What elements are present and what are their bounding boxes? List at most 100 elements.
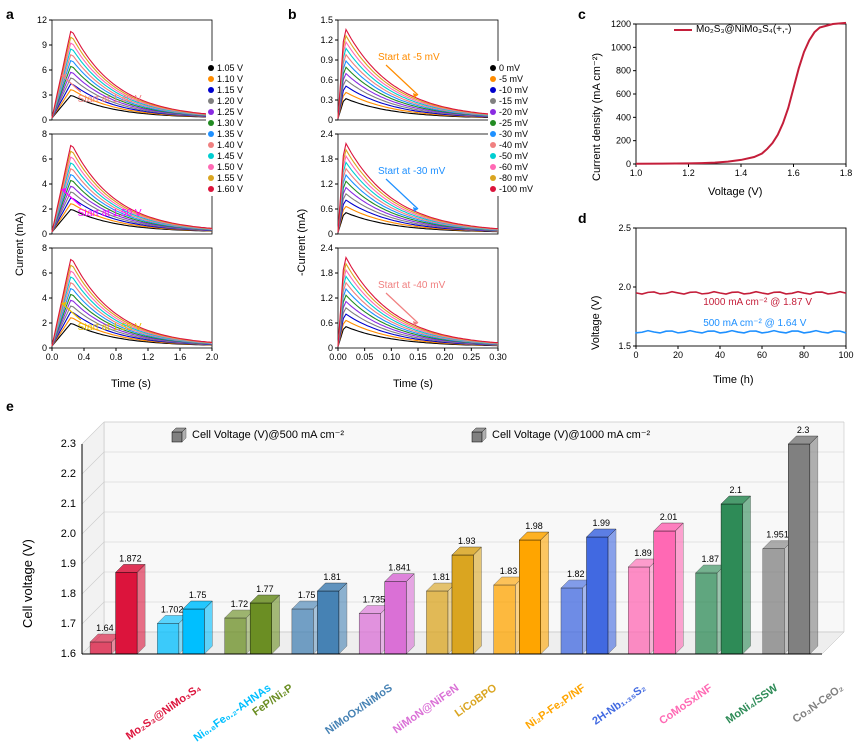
svg-text:0.8: 0.8	[110, 352, 123, 362]
svg-text:0.20: 0.20	[436, 352, 454, 362]
legend-item: -15 mV	[490, 96, 533, 106]
panel-c-svg: 1.01.21.41.61.8020040060080010001200	[614, 20, 854, 185]
svg-text:1.8: 1.8	[840, 168, 853, 178]
svg-text:2.5: 2.5	[618, 223, 631, 233]
panel-a-xlabel: Time (s)	[111, 378, 151, 390]
svg-text:2.0: 2.0	[61, 528, 76, 540]
panel-d: d Voltage (V) 0204060801001.52.02.51000 …	[578, 210, 856, 388]
svg-text:9: 9	[42, 40, 47, 50]
legend-dot-icon	[490, 153, 496, 159]
svg-text:1.87: 1.87	[702, 554, 720, 564]
svg-text:1.93: 1.93	[458, 536, 476, 546]
svg-text:Cell Voltage (V)@500 mA cm⁻²: Cell Voltage (V)@500 mA cm⁻²	[192, 429, 344, 441]
svg-text:1.841: 1.841	[388, 563, 411, 573]
svg-text:0.00: 0.00	[329, 352, 347, 362]
legend-dot-icon	[208, 120, 214, 126]
legend-label: -5 mV	[499, 74, 523, 84]
svg-text:0.25: 0.25	[463, 352, 481, 362]
legend-dot-icon	[490, 76, 496, 82]
legend-item: -50 mV	[490, 151, 533, 161]
legend-label: -20 mV	[499, 107, 528, 117]
svg-text:1000: 1000	[611, 42, 631, 52]
legend-dot-icon	[208, 164, 214, 170]
svg-text:2.3: 2.3	[61, 438, 76, 450]
legend-dot-icon	[208, 65, 214, 71]
svg-text:2.3: 2.3	[797, 425, 810, 435]
legend-label: 1.35 V	[217, 129, 243, 139]
svg-text:6: 6	[42, 268, 47, 278]
svg-text:0: 0	[42, 115, 47, 125]
legend-item: -30 mV	[490, 129, 533, 139]
material-label: 2H-Nb₁.₃₅S₂	[590, 682, 648, 728]
panel-b-label: b	[288, 6, 297, 22]
legend-label: 1.50 V	[217, 162, 243, 172]
svg-text:0.30: 0.30	[489, 352, 507, 362]
legend-item: 0 mV	[490, 63, 533, 73]
svg-text:1.9: 1.9	[61, 558, 76, 570]
svg-text:1.64: 1.64	[96, 623, 114, 633]
legend-item: 1.15 V	[208, 85, 243, 95]
legend-label: 1.20 V	[217, 96, 243, 106]
panel-b-legend: 0 mV-5 mV-10 mV-15 mV-20 mV-25 mV-30 mV-…	[488, 61, 535, 196]
panel-b: b -Current (mA) 00.30.60.91.21.5Start at…	[288, 6, 568, 386]
legend-dot-icon	[208, 142, 214, 148]
svg-text:0.6: 0.6	[320, 204, 333, 214]
panel-b-xlabel: Time (s)	[393, 378, 433, 390]
svg-text:1.2: 1.2	[320, 293, 333, 303]
svg-text:1.98: 1.98	[525, 521, 543, 531]
panel-e-svg: 1.61.71.81.92.02.12.22.3Cell Voltage (V)…	[44, 414, 854, 684]
svg-text:1.8: 1.8	[320, 154, 333, 164]
legend-line-icon	[674, 29, 692, 31]
legend-item: -20 mV	[490, 107, 533, 117]
svg-text:Start at 1.55 V: Start at 1.55 V	[78, 322, 142, 333]
legend-label: 1.25 V	[217, 107, 243, 117]
legend-label: 1.15 V	[217, 85, 243, 95]
legend-dot-icon	[208, 131, 214, 137]
svg-text:1.83: 1.83	[500, 566, 518, 576]
panel-c-legend-label: Mo₂S₃@NiMo₃S₄(+,-)	[696, 24, 791, 35]
legend-item: -100 mV	[490, 184, 533, 194]
svg-text:60: 60	[757, 350, 767, 360]
svg-text:2: 2	[42, 318, 47, 328]
svg-text:2.0: 2.0	[618, 282, 631, 292]
svg-text:0.9: 0.9	[320, 55, 333, 65]
svg-text:1.5: 1.5	[618, 341, 631, 351]
svg-text:12: 12	[37, 15, 47, 25]
panel-d-xlabel: Time (h)	[713, 374, 754, 386]
svg-text:1.735: 1.735	[363, 595, 386, 605]
svg-text:2.4: 2.4	[320, 243, 333, 253]
svg-text:0.05: 0.05	[356, 352, 374, 362]
svg-text:80: 80	[799, 350, 809, 360]
svg-text:0.10: 0.10	[383, 352, 401, 362]
svg-text:1.2: 1.2	[320, 35, 333, 45]
legend-item: 1.55 V	[208, 173, 243, 183]
legend-dot-icon	[490, 164, 496, 170]
svg-text:0: 0	[328, 229, 333, 239]
panel-e-label: e	[6, 398, 14, 414]
svg-text:1.8: 1.8	[320, 268, 333, 278]
svg-text:400: 400	[616, 112, 631, 122]
svg-text:1.2: 1.2	[142, 352, 155, 362]
panel-c-ylabel: Current density (mA cm⁻²)	[590, 53, 603, 181]
legend-item: 1.50 V	[208, 162, 243, 172]
svg-text:2.0: 2.0	[206, 352, 219, 362]
svg-text:4: 4	[42, 179, 47, 189]
svg-text:2.1: 2.1	[61, 498, 76, 510]
legend-label: 1.10 V	[217, 74, 243, 84]
legend-dot-icon	[208, 153, 214, 159]
panel-a-label: a	[6, 6, 14, 22]
legend-dot-icon	[208, 109, 214, 115]
legend-item: -60 mV	[490, 162, 533, 172]
legend-dot-icon	[208, 87, 214, 93]
legend-label: -25 mV	[499, 118, 528, 128]
legend-item: -5 mV	[490, 74, 533, 84]
legend-label: -50 mV	[499, 151, 528, 161]
svg-text:1.75: 1.75	[298, 590, 316, 600]
svg-text:500 mA cm⁻² @ 1.64 V: 500 mA cm⁻² @ 1.64 V	[703, 318, 807, 329]
svg-text:2: 2	[42, 204, 47, 214]
svg-text:3: 3	[42, 90, 47, 100]
svg-text:0.4: 0.4	[78, 352, 91, 362]
panel-c-label: c	[578, 6, 586, 22]
legend-label: 1.55 V	[217, 173, 243, 183]
panel-d-ylabel: Voltage (V)	[590, 296, 602, 350]
